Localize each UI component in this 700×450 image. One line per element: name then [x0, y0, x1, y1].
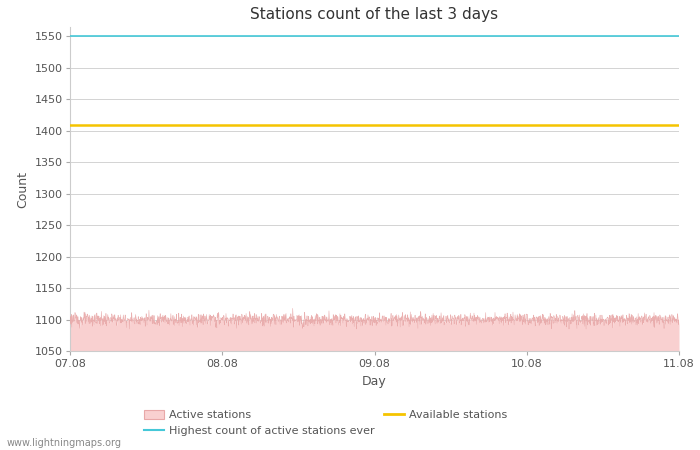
- Title: Stations count of the last 3 days: Stations count of the last 3 days: [251, 7, 498, 22]
- Legend: Active stations, Highest count of active stations ever, Available stations: Active stations, Highest count of active…: [144, 410, 508, 436]
- X-axis label: Day: Day: [362, 375, 387, 388]
- Text: www.lightningmaps.org: www.lightningmaps.org: [7, 438, 122, 448]
- Y-axis label: Count: Count: [16, 171, 29, 207]
